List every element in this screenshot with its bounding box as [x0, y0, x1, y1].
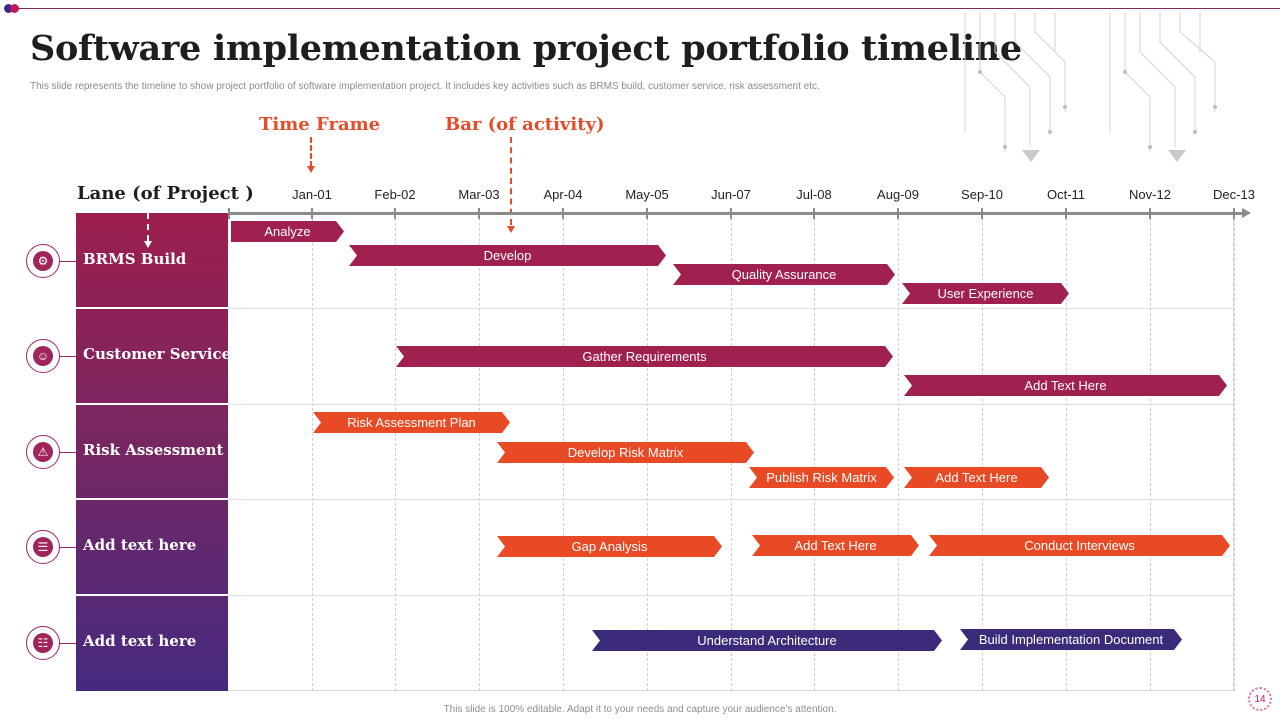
month-label: Oct-11: [1046, 187, 1086, 202]
activity-bar: Add Text Here: [904, 467, 1049, 488]
lane-label: Risk Assessment: [83, 440, 224, 459]
timeline-axis-arrow: [1242, 208, 1251, 218]
time-frame-arrowhead: [307, 166, 315, 173]
month-label: Dec-13: [1213, 187, 1255, 202]
month-label: May-05: [625, 187, 669, 202]
grid-vline: [898, 213, 899, 691]
footer-note: This slide is 100% editable. Adapt it to…: [443, 704, 837, 715]
user-icon: ☺: [26, 338, 60, 373]
month-label: Sep-10: [961, 187, 1003, 202]
lane-row-separator: [228, 404, 1234, 405]
axis-tick: [394, 208, 396, 219]
grid-vline: [982, 213, 983, 691]
lane-separator: [76, 307, 228, 309]
grid-vline: [814, 213, 815, 691]
month-label: Jan-01: [292, 187, 332, 202]
month-label: Nov-12: [1129, 187, 1171, 202]
lane-label: BRMS Build: [83, 249, 187, 268]
grid-vline: [1066, 213, 1067, 691]
lane-connector: [60, 355, 76, 357]
timeline-axis: [228, 212, 1244, 215]
lane-label: Add text here: [83, 535, 197, 554]
activity-bar: Understand Architecture: [592, 630, 942, 651]
gear-icon: ⚙: [26, 243, 60, 278]
lane-connector: [60, 451, 76, 453]
bar-of-activity-pointer: [510, 137, 512, 225]
activity-bar: Publish Risk Matrix: [749, 467, 894, 488]
lane-row-separator: [228, 595, 1234, 596]
lane-separator: [76, 594, 228, 596]
activity-bar: Conduct Interviews: [929, 535, 1230, 556]
bar-of-activity-arrowhead: [507, 226, 515, 233]
clipboard-icon: ☷: [26, 625, 60, 660]
grid-vline: [1150, 213, 1151, 691]
logo-dot-indigo: [4, 4, 13, 13]
axis-tick: [981, 208, 983, 219]
bar-of-activity-callout: Bar (of activity): [445, 114, 605, 135]
document-icon: ☰: [26, 529, 60, 564]
slide-title: Software implementation project portfoli…: [30, 28, 1022, 69]
lane-pointer-arrowhead: [144, 241, 152, 248]
axis-tick: [1065, 208, 1067, 219]
logo-dot-magenta: [10, 4, 19, 13]
month-label: Jun-07: [711, 187, 751, 202]
activity-bar: Build Implementation Document: [960, 629, 1182, 650]
grid-vline: [312, 213, 313, 691]
axis-tick: [1149, 208, 1151, 219]
grid-vline: [1234, 213, 1235, 691]
lane-label: Customer Service: [83, 344, 232, 363]
axis-tick: [813, 208, 815, 219]
activity-bar: Gather Requirements: [396, 346, 893, 367]
lane-label: Add text here: [83, 631, 197, 650]
lane-panel: [76, 213, 228, 691]
axis-tick: [228, 208, 230, 219]
activity-bar: Quality Assurance: [673, 264, 895, 285]
time-frame-pointer: [310, 137, 312, 167]
lane-connector: [60, 642, 76, 644]
circuit-decoration: [964, 12, 1217, 162]
month-label: Aug-09: [877, 187, 919, 202]
activity-bar: Develop Risk Matrix: [497, 442, 754, 463]
warning-icon: ⚠: [26, 434, 60, 469]
axis-tick: [897, 208, 899, 219]
month-label: Mar-03: [458, 187, 500, 202]
axis-tick: [1233, 208, 1235, 219]
activity-bar: Risk Assessment Plan: [313, 412, 510, 433]
lane-header: Lane (of Project ): [77, 183, 254, 204]
top-rule: [14, 8, 1280, 9]
slide-subtitle: This slide represents the timeline to sh…: [30, 81, 820, 92]
lane-row-separator: [228, 308, 1234, 309]
grid-vline: [479, 213, 480, 691]
month-label: Apr-04: [543, 187, 583, 202]
activity-bar: Analyze: [231, 221, 344, 242]
activity-bar: Add Text Here: [904, 375, 1227, 396]
page-number: 14: [1248, 687, 1272, 711]
month-label: Jul-08: [796, 187, 832, 202]
activity-bar: User Experience: [902, 283, 1069, 304]
activity-bar: Gap Analysis: [497, 536, 722, 557]
activity-bar: Add Text Here: [752, 535, 919, 556]
activity-bar: Develop: [349, 245, 666, 266]
axis-tick: [730, 208, 732, 219]
lane-separator: [76, 403, 228, 405]
month-label: Feb-02: [374, 187, 416, 202]
lane-connector: [60, 260, 76, 262]
time-frame-callout: Time Frame: [259, 114, 381, 135]
axis-tick: [311, 208, 313, 219]
lane-row-separator: [228, 499, 1234, 500]
lane-connector: [60, 546, 76, 548]
axis-tick: [646, 208, 648, 219]
lane-separator: [76, 498, 228, 500]
axis-tick: [562, 208, 564, 219]
grid-vline: [395, 213, 396, 691]
lane-pointer: [147, 213, 149, 241]
axis-tick: [478, 208, 480, 219]
